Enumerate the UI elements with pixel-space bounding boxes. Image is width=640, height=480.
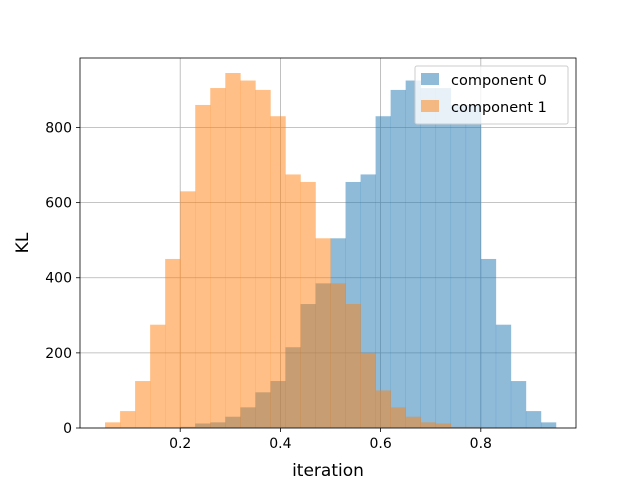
histogram-bar xyxy=(495,324,512,428)
histogram-bar xyxy=(120,411,136,428)
histogram-bar xyxy=(180,191,196,428)
axis-ticks xyxy=(76,127,482,432)
y-tick-label: 800 xyxy=(45,120,72,136)
histogram-bar xyxy=(225,73,241,428)
histogram-bar xyxy=(330,283,346,428)
histogram-bar xyxy=(450,104,467,428)
histogram-bar xyxy=(405,416,421,428)
histogram-bar xyxy=(390,407,406,428)
legend-box xyxy=(414,65,569,125)
x-tick-label: 0.4 xyxy=(269,436,291,452)
plot-frame xyxy=(79,57,577,429)
y-tick-label: 400 xyxy=(45,271,72,287)
histogram-bar xyxy=(150,324,166,428)
x-tick-label: 0.6 xyxy=(369,436,391,452)
histogram-bar xyxy=(420,88,437,429)
histogram-bar xyxy=(540,422,557,428)
histogram-bar xyxy=(315,238,331,428)
x-tick-label: 0.2 xyxy=(169,436,191,452)
histogram-bar xyxy=(465,426,482,428)
histogram-bar xyxy=(375,116,391,428)
x-axis-label: iteration xyxy=(292,461,364,480)
legend-swatch-component-0 xyxy=(421,73,439,85)
y-tick-label: 0 xyxy=(63,421,72,437)
histogram-bar xyxy=(435,423,452,428)
histogram-bar xyxy=(405,80,421,428)
histogram-bar xyxy=(390,89,406,429)
histogram-bar xyxy=(435,88,452,429)
legend: component 0 component 1 xyxy=(414,65,569,125)
histogram-bar xyxy=(345,304,361,428)
legend-label-component-0: component 0 xyxy=(451,73,547,89)
histogram-bar xyxy=(105,422,121,428)
legend-label-component-1: component 1 xyxy=(451,100,547,116)
series-component-1-bars xyxy=(105,73,482,429)
legend-swatch-component-1 xyxy=(421,100,439,112)
histogram-bar xyxy=(360,352,376,428)
histogram-bar xyxy=(525,411,542,428)
y-axis-label: KL xyxy=(13,232,33,253)
x-tick-label: 0.8 xyxy=(470,436,492,452)
histogram-bar xyxy=(480,258,497,428)
y-tick-label: 600 xyxy=(45,196,72,212)
histogram-bar xyxy=(210,88,226,429)
histogram-bar xyxy=(300,181,316,428)
axis-tick-labels: 0.2 0.4 0.6 0.8 0 200 400 600 800 xyxy=(45,120,492,452)
histogram-bar xyxy=(135,381,151,428)
histogram-bar xyxy=(375,390,391,428)
histogram-bar xyxy=(240,80,256,428)
histogram-bar xyxy=(165,258,181,428)
histogram-bar xyxy=(255,89,271,429)
histogram-bar xyxy=(195,104,211,428)
histogram-bar xyxy=(510,381,527,428)
histogram-bar xyxy=(285,174,301,428)
histogram-bar xyxy=(420,422,437,428)
histogram-bar xyxy=(465,104,482,428)
y-tick-label: 200 xyxy=(45,346,72,362)
histogram-bar xyxy=(270,116,286,428)
histogram-bar xyxy=(450,426,467,428)
